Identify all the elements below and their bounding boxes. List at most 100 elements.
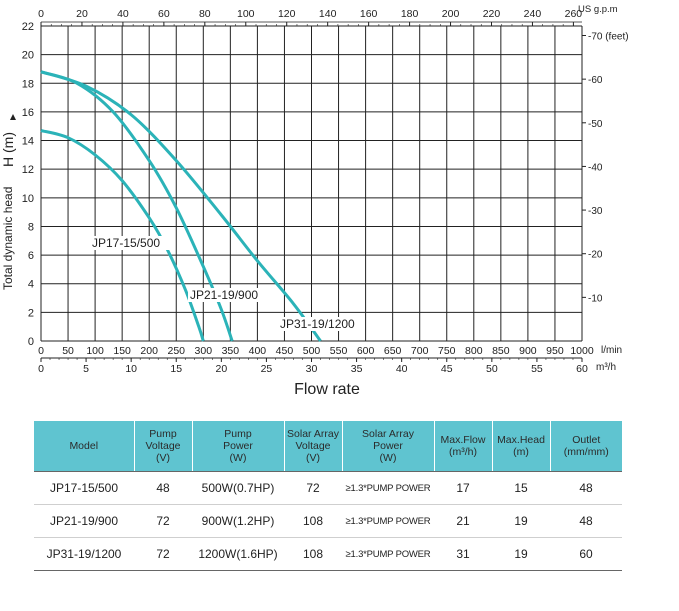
header-line: (V) bbox=[156, 452, 170, 464]
x-tick-label-lmin: 850 bbox=[492, 345, 510, 357]
table-row: JP21-19/900 72 900W(1.2HP) 108 ≥1.3*PUMP POW… bbox=[34, 504, 622, 538]
table-cell: 72 bbox=[134, 504, 192, 538]
header-line: Outlet bbox=[572, 434, 601, 446]
table-header-cell: Pump Voltage (V) bbox=[134, 421, 193, 472]
x-tick-label-lmin: 250 bbox=[167, 345, 185, 357]
x-tick-label-gpm: 60 bbox=[158, 8, 170, 20]
table-header-cell: Max.Head (m) bbox=[492, 421, 551, 472]
table-cell: 72 bbox=[134, 537, 192, 571]
table-cell: 21 bbox=[434, 504, 492, 538]
x-tick-label-m3h: 55 bbox=[531, 363, 543, 375]
x-tick-label-lmin: 300 bbox=[195, 345, 213, 357]
table-body: JP17-15/500 48 500W(0.7HP) 72 ≥1.3*PUMP POWE… bbox=[34, 471, 622, 571]
table-cell: 17 bbox=[434, 471, 492, 505]
series-label: JP17-15/500 bbox=[92, 236, 160, 250]
table-header-cell: Max.Flow (m³/h) bbox=[434, 421, 493, 472]
header-line: (m) bbox=[513, 446, 529, 458]
header-line: Voltage bbox=[145, 440, 181, 452]
x-tick-label-gpm: 0 bbox=[38, 8, 44, 20]
right-axis-tick-label: -70 (feet) bbox=[588, 32, 629, 43]
table-cell: 60 bbox=[550, 537, 622, 571]
y-tick-label: 6 bbox=[28, 250, 34, 262]
header-line: Voltage bbox=[295, 440, 331, 452]
header-line: (V) bbox=[306, 452, 320, 464]
x-tick-label-lmin: 150 bbox=[113, 345, 131, 357]
series-label: JP21-19/900 bbox=[190, 288, 258, 302]
table-header-cell: Solar Array Power (W) bbox=[342, 421, 435, 472]
x-tick-label-lmin: 50 bbox=[62, 345, 74, 357]
y-axis-unit: H (m) bbox=[0, 132, 16, 167]
y-tick-label: 8 bbox=[28, 221, 34, 233]
table-cell: 15 bbox=[492, 471, 550, 505]
y-tick-label: 16 bbox=[22, 107, 34, 119]
x-tick-label-m3h: 5 bbox=[83, 363, 89, 375]
x-unit-gpm: US g.p.m bbox=[578, 4, 618, 15]
table-row: JP31-19/1200 72 1200W(1.6HP) 108 ≥1.3*PUMP P… bbox=[34, 537, 622, 571]
right-axis-tick-label: -20 bbox=[588, 250, 603, 261]
table-cell: ≥1.3*PUMP POWER bbox=[342, 504, 434, 538]
header-line: (m³/h) bbox=[449, 446, 477, 458]
x-unit-lmin: l/min bbox=[601, 345, 622, 356]
y-tick-label: 20 bbox=[22, 50, 34, 62]
y-tick-label: 18 bbox=[22, 78, 34, 90]
x-tick-label-lmin: 200 bbox=[140, 345, 158, 357]
table-cell: 500W(0.7HP) bbox=[192, 471, 284, 505]
spec-table: Model Pump Voltage (V) Pump Power (W) Solar Arr… bbox=[34, 421, 622, 571]
header-line: (mm/mm) bbox=[563, 446, 609, 458]
x-tick-label-gpm: 260 bbox=[565, 8, 583, 20]
table-row: JP17-15/500 48 500W(0.7HP) 72 ≥1.3*PUMP POWE… bbox=[34, 471, 622, 505]
x-tick-label-lmin: 0 bbox=[38, 345, 44, 357]
right-axis-tick-label: -50 bbox=[588, 119, 603, 130]
header-line: Solar Array bbox=[287, 428, 339, 440]
x-tick-label-lmin: 750 bbox=[438, 345, 456, 357]
x-tick-label-lmin: 100 bbox=[86, 345, 104, 357]
y-tick-label: 10 bbox=[22, 193, 34, 205]
x-tick-label-gpm: 100 bbox=[237, 8, 255, 20]
x-tick-label-m3h: 45 bbox=[441, 363, 453, 375]
table-header-cell: Outlet (mm/mm) bbox=[550, 421, 622, 472]
x-tick-label-lmin: 450 bbox=[276, 345, 294, 357]
x-tick-label-gpm: 140 bbox=[319, 8, 337, 20]
x-tick-label-gpm: 160 bbox=[360, 8, 378, 20]
x-tick-label-m3h: 60 bbox=[576, 363, 588, 375]
table-cell: 108 bbox=[284, 504, 342, 538]
x-tick-label-lmin: 400 bbox=[249, 345, 267, 357]
series-label: JP31-19/1200 bbox=[280, 317, 355, 331]
y-tick-label: 4 bbox=[28, 279, 34, 291]
x-tick-label-lmin: 550 bbox=[330, 345, 348, 357]
table-cell: JP31-19/1200 bbox=[34, 537, 134, 571]
y-tick-label: 22 bbox=[22, 21, 34, 33]
x-tick-label-gpm: 80 bbox=[199, 8, 211, 20]
y-tick-label: 0 bbox=[28, 336, 34, 348]
x-tick-label-gpm: 240 bbox=[524, 8, 542, 20]
x-tick-label-m3h: 25 bbox=[261, 363, 273, 375]
x-tick-label-lmin: 1000 bbox=[570, 345, 594, 357]
y-tick-label: 12 bbox=[22, 164, 34, 176]
header-line: Solar Array bbox=[362, 428, 414, 440]
header-line: Pump bbox=[224, 428, 252, 440]
y-tick-label: 14 bbox=[22, 136, 34, 148]
y-tick-label: 2 bbox=[28, 307, 34, 319]
x-tick-label-m3h: 10 bbox=[125, 363, 137, 375]
table-cell: 72 bbox=[284, 471, 342, 505]
chart-grid bbox=[40, 21, 586, 362]
chart-curves bbox=[40, 70, 322, 342]
x-tick-label-lmin: 900 bbox=[519, 345, 537, 357]
x-tick-label-lmin: 500 bbox=[303, 345, 321, 357]
right-axis-tick-label: -60 bbox=[588, 75, 603, 86]
table-cell: JP21-19/900 bbox=[34, 504, 134, 538]
header-line: Model bbox=[69, 440, 99, 452]
x-tick-label-lmin: 350 bbox=[222, 345, 240, 357]
header-line: Power bbox=[223, 440, 253, 452]
table-cell: 900W(1.2HP) bbox=[192, 504, 284, 538]
table-cell: ≥1.3*PUMP POWER bbox=[342, 537, 434, 571]
x-tick-label-lmin: 700 bbox=[411, 345, 429, 357]
x-tick-label-gpm: 220 bbox=[483, 8, 501, 20]
header-line: Power bbox=[373, 440, 403, 452]
x-tick-label-m3h: 0 bbox=[38, 363, 44, 375]
table-cell: 48 bbox=[134, 471, 192, 505]
x-tick-label-gpm: 20 bbox=[76, 8, 88, 20]
right-axis-tick-label: -30 bbox=[588, 206, 603, 217]
series-label-bg bbox=[90, 236, 172, 250]
y-axis-arrow-icon bbox=[10, 114, 16, 120]
